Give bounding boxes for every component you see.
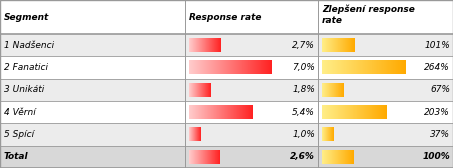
- Bar: [0, 0, 453, 34]
- Bar: [0, 34, 453, 56]
- Text: 1,8%: 1,8%: [292, 85, 315, 94]
- Text: 3 Unikáti: 3 Unikáti: [4, 85, 44, 94]
- Text: 7,0%: 7,0%: [292, 63, 315, 72]
- Bar: [0, 146, 453, 168]
- Bar: [0, 123, 453, 146]
- Text: Total: Total: [4, 152, 29, 161]
- Bar: [0, 56, 453, 79]
- Bar: [0, 79, 453, 101]
- Text: 100%: 100%: [422, 152, 450, 161]
- Text: 5,4%: 5,4%: [292, 108, 315, 117]
- Text: Zlepšení response
rate: Zlepšení response rate: [322, 5, 415, 25]
- Text: 1 Nadšenci: 1 Nadšenci: [4, 41, 54, 50]
- Text: 2,7%: 2,7%: [292, 41, 315, 50]
- Text: 101%: 101%: [424, 41, 450, 50]
- Text: 67%: 67%: [430, 85, 450, 94]
- Text: 2,6%: 2,6%: [290, 152, 315, 161]
- Text: 4 Věrní: 4 Věrní: [4, 108, 36, 117]
- Text: Segment: Segment: [4, 12, 49, 22]
- Bar: [0, 101, 453, 123]
- Text: 2 Fanatici: 2 Fanatici: [4, 63, 48, 72]
- Text: 5 Spící: 5 Spící: [4, 130, 34, 139]
- Text: 203%: 203%: [424, 108, 450, 117]
- Text: Response rate: Response rate: [189, 12, 261, 22]
- Text: 1,0%: 1,0%: [292, 130, 315, 139]
- Text: 37%: 37%: [430, 130, 450, 139]
- Text: 264%: 264%: [424, 63, 450, 72]
